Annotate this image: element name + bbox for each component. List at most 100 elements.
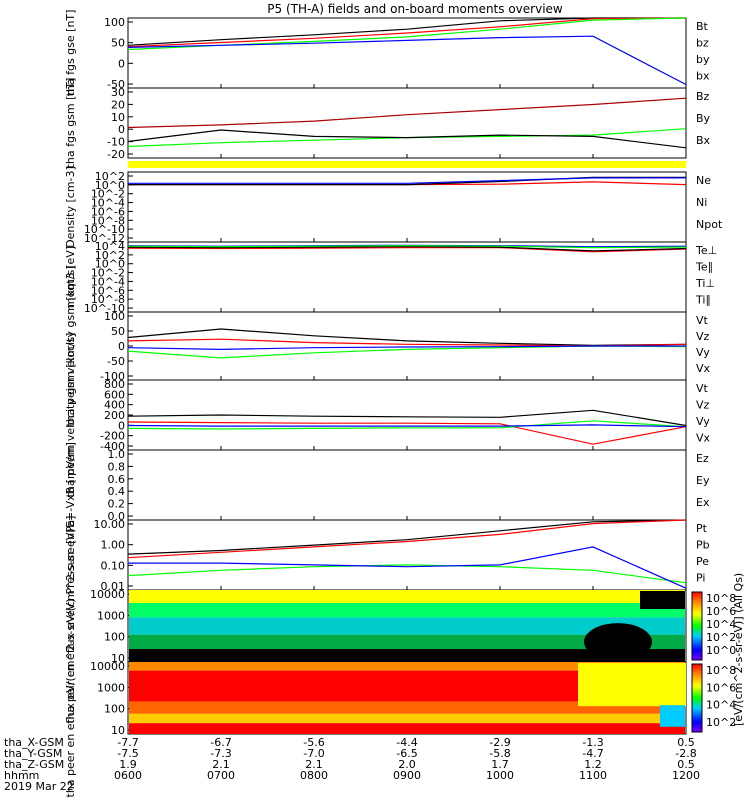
x-row-value: -4.4 [396, 736, 417, 749]
x-row-value: 0900 [393, 769, 421, 782]
spectrogram-band [129, 590, 685, 603]
series-pb-line [127, 519, 687, 559]
spectrogram-band [129, 634, 685, 650]
y-axis-label: tha peem velocity gsm [km/s] [64, 333, 77, 498]
y-tick-label: 0.0 [108, 510, 126, 523]
legend-pt: Pt [696, 522, 708, 535]
y-tick-label: 10 [111, 111, 125, 124]
x-row-value: -7.0 [303, 747, 324, 760]
spectrogram-band [129, 602, 685, 618]
series-vy-line [127, 420, 687, 430]
x-row-value: 1000 [486, 769, 514, 782]
y-tick-label: 10 [111, 724, 125, 737]
colorbar-tick-label: 10^8 [706, 592, 736, 605]
x-row-value: -5.8 [489, 747, 510, 760]
x-row-value: -7.3 [210, 747, 231, 760]
x-row-value: -2.8 [675, 747, 696, 760]
y-tick-label: 0.10 [101, 559, 126, 572]
legend-ex: Ex [696, 496, 710, 509]
legend-bz: Bz [696, 90, 710, 103]
legend-vx: Vx [696, 362, 711, 375]
colorbar-tick-label: 10^2 [706, 716, 736, 729]
legend-npot: Npot [696, 218, 723, 231]
panel-9: tha peir en eflux eV/(cm^2-s-sr-eV) 10000… [64, 528, 736, 723]
legend-pi: Pi [696, 572, 705, 585]
y-tick-label: 1.0 [108, 448, 126, 461]
y-tick-label: 600 [104, 388, 125, 401]
y-axis-label: tha peer en eflux eV/(cm^2-s-sr-eV) [64, 598, 77, 797]
date-label: 2019 Mar 22 [4, 780, 74, 793]
y-tick-label: 0 [118, 57, 125, 70]
legend-pb: Pb [696, 539, 710, 552]
y-tick-label: 100 [104, 310, 125, 323]
y-tick-label: -50 [107, 355, 125, 368]
y-tick-label: -10 [107, 136, 125, 149]
y-tick-label: 1000 [97, 681, 125, 694]
legend-ne: Ne [696, 174, 711, 187]
series-npot-line [128, 177, 686, 184]
series-pi-line [128, 546, 687, 589]
x-row-value: 1200 [672, 769, 700, 782]
y-tick-label: 1.00 [101, 539, 126, 552]
x-row-label: tha_Z-GSM [4, 758, 64, 771]
y-tick-label: 10^0 [95, 179, 125, 192]
spectrogram-light-region [578, 663, 686, 707]
legend-te∥: Te∥ [695, 261, 713, 274]
x-row-value: 2.1 [212, 758, 230, 771]
x-row-value: 0800 [300, 769, 328, 782]
legend-by: by [696, 53, 710, 66]
x-row-value: 1.2 [584, 758, 602, 771]
x-row-value: -6.5 [396, 747, 417, 760]
y-tick-label: 100 [104, 16, 125, 29]
y-tick-label: -20 [107, 148, 125, 161]
panel-frame [127, 87, 687, 159]
spectrogram-dark-region [584, 623, 652, 661]
legend-vy: Vy [696, 415, 710, 428]
y-tick-label: -100 [100, 370, 125, 383]
series-ti∥-line [127, 245, 687, 249]
y-axis-label: tha peir en eflux eV/(cm^2-s-sr-eV) [64, 528, 77, 723]
y-tick-label: 0 [118, 419, 125, 432]
x-row-label: tha_Y-GSM [4, 747, 62, 760]
panel-7: E=-VxB [mV/m] 1.00.80.60.40.20.0 Ez Ey Ex [64, 442, 710, 528]
y-tick-label: 50 [111, 37, 125, 50]
legend-ey: Ey [696, 474, 710, 487]
y-tick-label: 800 [104, 378, 125, 391]
x-row-value: 2.0 [398, 758, 416, 771]
y-tick-label: 10^0 [95, 258, 125, 271]
spectrogram-band [129, 649, 685, 662]
x-row-value: 0.5 [677, 758, 695, 771]
status-bar [128, 161, 686, 168]
y-tick-label: 10^-4 [91, 197, 125, 210]
y-tick-label: 100 [104, 703, 125, 716]
colorbar [691, 663, 703, 733]
spectrogram-band [129, 723, 685, 734]
colorbar-tick-label: 10^4 [706, 618, 736, 631]
series-vt-line [127, 328, 687, 346]
x-row-value: -1.3 [582, 736, 603, 749]
y-tick-label: 0.01 [101, 580, 126, 593]
y-tick-label: 10^-8 [91, 293, 125, 306]
legend-by: By [696, 112, 711, 125]
x-row-value: 1.9 [119, 758, 137, 771]
legend-vt: Vt [696, 382, 709, 395]
series-bt-line [127, 17, 686, 46]
series-vz-line [127, 421, 687, 445]
colorbar-tick-label: 10^6 [706, 681, 736, 694]
y-tick-label: 10000 [90, 660, 125, 673]
y-tick-label: 10^-6 [91, 284, 125, 297]
y-tick-label: 20 [111, 98, 125, 111]
legend-ti⊥: Ti⊥ [695, 277, 715, 290]
series-vt-line [127, 409, 687, 427]
panel-frame [127, 17, 687, 89]
y-tick-label: 10^-2 [91, 267, 125, 280]
x-row-value: -4.7 [582, 747, 603, 760]
legend-bt: Bt [696, 20, 709, 33]
x-axis-labels: tha_X-GSM -7.7 -6.7 -5.6 -4.4 -2.9 -1.3 0.5 tha_… [4, 736, 700, 793]
legend-pe: Pe [696, 555, 709, 568]
y-tick-label: 0 [118, 123, 125, 136]
y-axis-label: Density [cm-3] [64, 166, 77, 248]
legend-vx: Vx [696, 432, 711, 445]
